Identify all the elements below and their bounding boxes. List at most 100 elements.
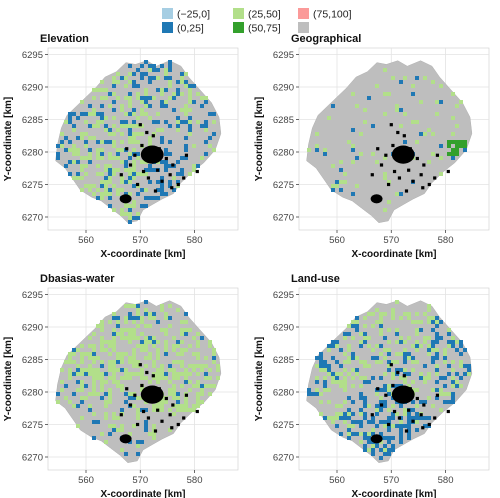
class-cell — [415, 120, 419, 124]
class-cell — [451, 148, 455, 152]
class-cell — [347, 344, 351, 348]
class-cell — [132, 204, 136, 208]
class-cell — [176, 80, 180, 84]
x-tick-label: 560 — [329, 475, 345, 486]
class-cell — [156, 356, 160, 360]
station-marker — [184, 393, 189, 397]
class-cell — [196, 120, 200, 124]
class-cell — [112, 144, 116, 148]
station-marker — [389, 363, 393, 367]
class-cell — [120, 108, 124, 112]
class-cell — [443, 348, 447, 352]
lake-shape — [391, 145, 415, 164]
y-axis-label: Y-coordinate [km] — [3, 337, 14, 421]
station-marker — [128, 403, 133, 407]
legend: (−25,0] (25,50] (75,100](0,25] (50,75] — [162, 8, 352, 35]
class-cell — [132, 124, 136, 128]
class-cell — [136, 360, 140, 364]
class-cell — [375, 320, 379, 324]
class-cell — [132, 200, 136, 204]
class-cell — [387, 448, 391, 452]
class-cell — [319, 356, 323, 360]
class-cell — [128, 176, 132, 180]
class-cell — [339, 380, 343, 384]
x-axis-label: X-coordinate [km] — [100, 249, 185, 260]
lake-shape — [370, 434, 383, 444]
class-cell — [411, 380, 415, 384]
class-cell — [152, 344, 156, 348]
class-cell — [315, 364, 319, 368]
class-cell — [363, 108, 367, 112]
class-cell — [212, 112, 216, 116]
class-cell — [403, 348, 407, 352]
y-tick-label: 6270 — [22, 453, 43, 464]
class-cell — [128, 204, 132, 208]
class-cell — [463, 348, 467, 352]
class-cell — [407, 336, 411, 340]
class-cell — [180, 72, 184, 76]
class-cell — [180, 328, 184, 332]
class-cell — [140, 340, 144, 344]
class-cell — [64, 396, 68, 400]
class-cell — [160, 176, 164, 180]
class-cell — [136, 84, 140, 88]
class-cell — [188, 100, 192, 104]
class-cell — [415, 412, 419, 416]
class-cell — [411, 84, 415, 88]
class-cell — [431, 132, 435, 136]
class-cell — [104, 188, 108, 192]
class-cell — [411, 408, 415, 412]
class-cell — [379, 456, 383, 460]
class-cell — [128, 340, 132, 344]
class-cell — [168, 392, 172, 396]
class-cell — [188, 124, 192, 128]
class-cell — [152, 196, 156, 200]
class-cell — [104, 416, 108, 420]
class-cell — [92, 376, 96, 380]
class-cell — [391, 376, 395, 380]
class-cell — [391, 412, 395, 416]
class-cell — [355, 356, 359, 360]
class-cell — [323, 376, 327, 380]
legend-swatch-1 — [233, 8, 244, 19]
class-cell — [96, 164, 100, 168]
class-cell — [467, 364, 471, 368]
class-cell — [176, 172, 180, 176]
station-marker — [397, 416, 402, 420]
class-cell — [164, 400, 168, 404]
class-cell — [152, 316, 156, 320]
class-cell — [331, 372, 335, 376]
class-cell — [168, 368, 172, 372]
class-cell — [128, 396, 132, 400]
class-cell — [100, 388, 104, 392]
class-cell — [148, 140, 152, 144]
class-cell — [80, 400, 84, 404]
class-cell — [88, 372, 92, 376]
class-cell — [315, 376, 319, 380]
class-cell — [100, 180, 104, 184]
class-cell — [403, 312, 407, 316]
class-cell — [212, 360, 216, 364]
station-marker — [125, 147, 129, 151]
class-cell — [463, 140, 467, 144]
class-cell — [92, 380, 96, 384]
class-cell — [431, 316, 435, 320]
class-cell — [331, 344, 335, 348]
class-cell — [315, 388, 319, 392]
class-cell — [84, 120, 88, 124]
class-cell — [140, 204, 144, 208]
y-tick-label: 6290 — [22, 83, 43, 94]
class-cell — [383, 112, 387, 116]
class-cell — [188, 364, 192, 368]
class-cell — [427, 128, 431, 132]
legend-label-3: (0,25] — [177, 23, 204, 35]
class-cell — [164, 316, 168, 320]
class-cell — [92, 108, 96, 112]
class-cell — [144, 324, 148, 328]
class-cell — [92, 88, 96, 92]
class-cell — [180, 404, 184, 408]
class-cell — [128, 180, 132, 184]
class-cell — [164, 340, 168, 344]
station-marker — [370, 413, 374, 417]
class-cell — [196, 392, 200, 396]
